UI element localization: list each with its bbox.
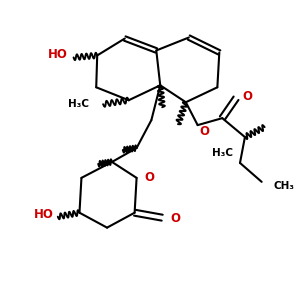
Text: O: O bbox=[170, 212, 180, 225]
Text: HO: HO bbox=[48, 48, 68, 61]
Text: O: O bbox=[242, 90, 252, 103]
Text: HO: HO bbox=[34, 208, 54, 221]
Text: CH₃: CH₃ bbox=[274, 181, 295, 191]
Text: O: O bbox=[200, 124, 210, 138]
Text: O: O bbox=[145, 171, 154, 184]
Text: H₃C: H₃C bbox=[68, 99, 89, 109]
Text: H₃C: H₃C bbox=[212, 148, 233, 158]
